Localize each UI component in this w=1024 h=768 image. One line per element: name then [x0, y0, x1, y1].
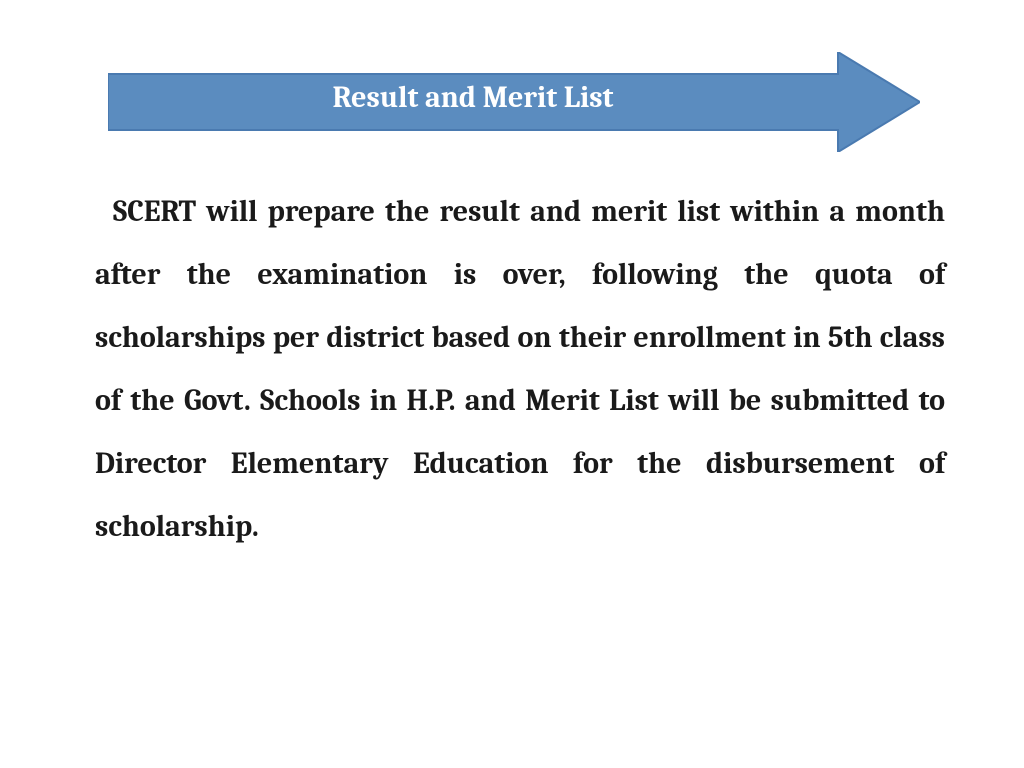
body-paragraph: SCERT will prepare the result and merit … [95, 180, 945, 558]
banner-title: Result and Merit List [108, 80, 838, 115]
